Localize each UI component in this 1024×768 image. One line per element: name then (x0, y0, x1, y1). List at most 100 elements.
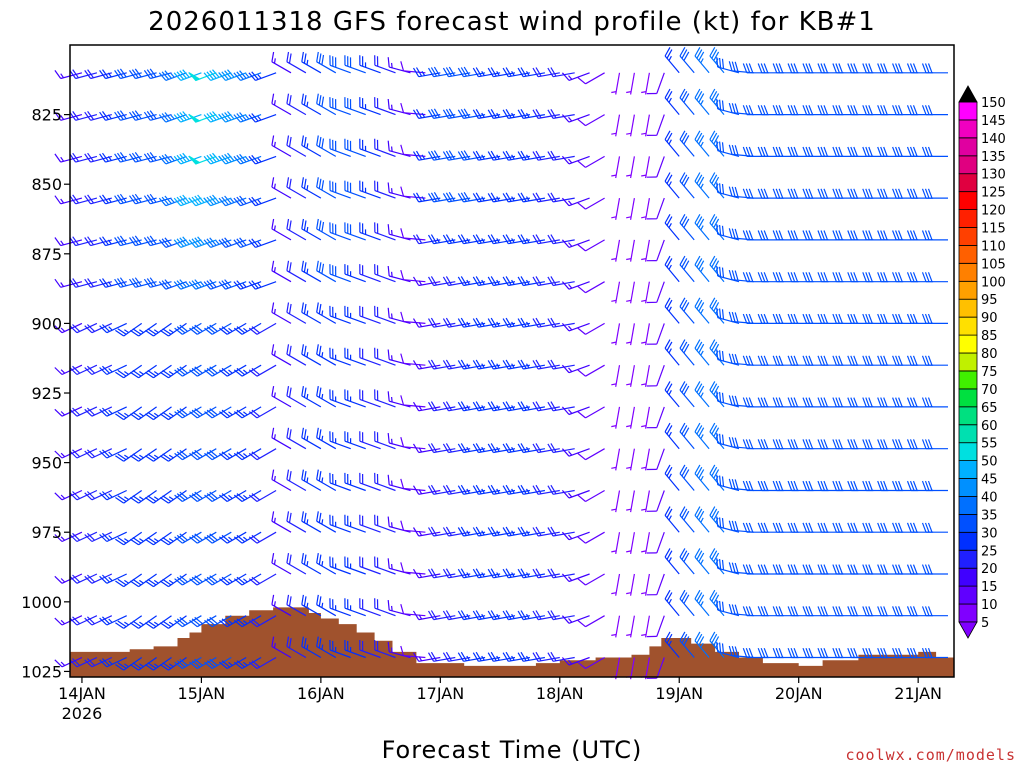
terrain-layer (70, 607, 954, 677)
wind-barb (400, 478, 426, 492)
barb-feather (457, 193, 465, 203)
barb-feather (906, 647, 912, 658)
barb-feather (909, 480, 915, 491)
barb-feather (927, 647, 933, 658)
barb-feather (547, 610, 554, 620)
barb-half-feather (421, 154, 426, 160)
barb-feather (212, 194, 220, 203)
barb-feather (236, 618, 246, 626)
barb-feather (457, 276, 465, 286)
wind-barb (611, 406, 621, 429)
wind-barb (248, 573, 277, 586)
barb-feather (550, 651, 557, 662)
barb-feather (898, 146, 903, 157)
barb-half-feather (466, 655, 470, 661)
barb-feather (850, 522, 855, 533)
barb-feather (101, 491, 110, 499)
barb-feather (895, 230, 900, 241)
barb-shaft (344, 273, 366, 283)
barb-feather (787, 313, 793, 324)
barb-feather (757, 355, 763, 366)
barb-feather (191, 534, 201, 543)
barb-shaft (286, 478, 307, 492)
barb-shaft (123, 657, 143, 671)
barb-shaft (679, 431, 695, 450)
wind-barb (487, 317, 516, 328)
barb-shaft (508, 448, 531, 454)
barb-feather (921, 480, 927, 491)
barb-shaft (508, 197, 531, 203)
barb-feather (698, 469, 705, 479)
wind-barb (301, 260, 322, 283)
barb-feather (823, 606, 829, 616)
barb-feather (179, 533, 188, 541)
wind-barb (694, 422, 710, 450)
barb-feather (805, 313, 811, 324)
barb-feather (850, 188, 855, 199)
barb-half-feather (668, 97, 672, 103)
barb-shaft (433, 489, 456, 495)
barb-feather (734, 521, 739, 531)
barb-feather (577, 536, 586, 544)
barb-feather (892, 439, 897, 449)
barb-feather (778, 480, 784, 491)
wind-barb (316, 135, 337, 157)
barb-shaft (448, 615, 471, 621)
wind-barb (664, 422, 680, 450)
barb-half-feather (668, 55, 672, 61)
barb-feather (179, 616, 188, 625)
barb-shaft (344, 64, 366, 74)
wind-barb (248, 154, 277, 165)
barb-feather (209, 279, 217, 288)
wind-barb (679, 130, 695, 157)
barb-half-feather (168, 663, 174, 668)
wind-barb (716, 349, 740, 366)
barb-feather (802, 439, 808, 449)
barb-shaft (478, 72, 501, 78)
barb-feather (158, 155, 167, 165)
barb-feather (838, 63, 843, 74)
wind-barb (487, 401, 516, 412)
wind-barb (387, 98, 411, 116)
barb-feather (532, 151, 539, 161)
barb-shaft (374, 398, 396, 408)
barb-feather (832, 439, 837, 449)
barb-half-feather (60, 240, 65, 246)
barb-shaft (568, 489, 590, 499)
barb-feather (164, 279, 172, 288)
barb-feather (206, 576, 216, 584)
barb-half-feather (257, 282, 262, 288)
barb-feather (898, 63, 903, 74)
wind-barb (286, 427, 307, 450)
wind-barb (577, 489, 605, 503)
wind-barb (374, 514, 396, 533)
colorbar-segment (958, 460, 978, 479)
barb-half-feather (568, 409, 573, 414)
barb-feather (550, 317, 557, 328)
barb-feather (805, 647, 811, 658)
wind-barb (329, 305, 351, 324)
wind-barb (561, 197, 590, 207)
barb-feather (853, 522, 858, 533)
barb-shaft (537, 155, 560, 161)
barb-feather (927, 606, 933, 616)
barb-feather (204, 369, 213, 377)
barb-half-feather (257, 199, 262, 204)
barb-shaft (123, 615, 143, 629)
colorbar-segment (958, 209, 978, 228)
wind-barb (189, 364, 217, 377)
barb-feather (194, 616, 203, 625)
barb-feather (173, 72, 182, 81)
barb-shaft (241, 573, 262, 586)
barb-half-feather (568, 158, 573, 164)
barb-shaft (329, 64, 351, 74)
barb-feather (835, 480, 840, 491)
barb-shaft (403, 404, 426, 408)
barb-feather (316, 218, 319, 229)
wind-barb (577, 573, 605, 586)
barb-shaft (615, 615, 621, 638)
barb-feather (906, 313, 912, 324)
barb-half-feather (228, 327, 233, 332)
barb-shaft (679, 55, 695, 74)
